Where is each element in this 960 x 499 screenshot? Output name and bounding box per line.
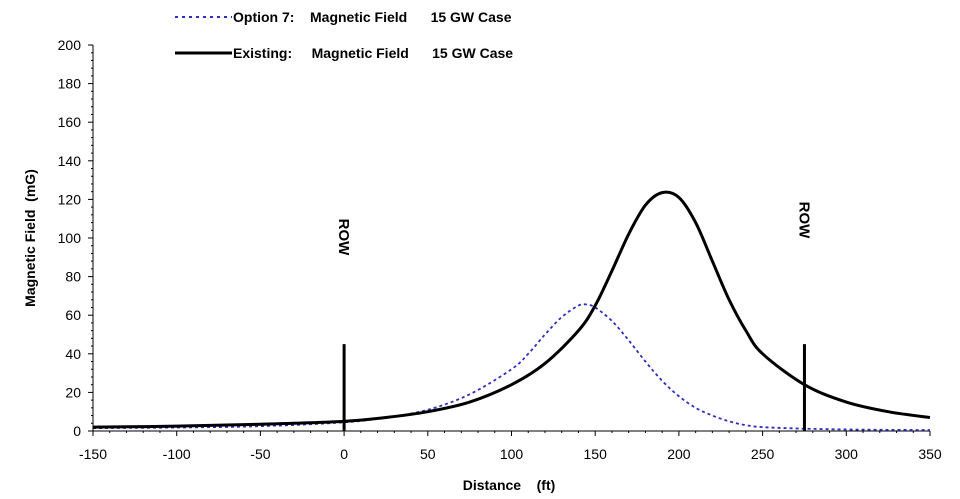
y-tick-label: 40: [65, 346, 81, 362]
x-tick-label: 200: [667, 446, 691, 462]
series-layer: [92, 190, 931, 431]
y-ticks: 0 20 40 60 80 100 120 140 160 180 200: [58, 37, 93, 439]
x-tick-label: 150: [584, 446, 608, 462]
row-annotations: ROW ROW: [335, 202, 812, 431]
y-tick-label: 20: [65, 384, 81, 400]
y-tick-label: 80: [65, 269, 81, 285]
y-tick-label: 100: [58, 230, 82, 246]
y-tick-label: 160: [58, 114, 82, 130]
legend-existing-label: Existing: Magnetic Field 15 GW Case: [233, 45, 513, 61]
legend-option7-label: Option 7: Magnetic Field 15 GW Case: [233, 9, 512, 25]
x-tick-label: 50: [420, 446, 436, 462]
y-tick-label: 180: [58, 76, 82, 92]
x-tick-label: 300: [835, 446, 859, 462]
x-tick-label: -50: [250, 446, 270, 462]
y-axis-title: Magnetic Field (mG): [22, 169, 38, 307]
y-tick-label: 0: [73, 423, 81, 439]
series-line-existing: [92, 190, 931, 429]
x-tick-label: 100: [500, 446, 524, 462]
y-tick-label: 200: [58, 37, 82, 53]
legend: Option 7: Magnetic Field 15 GW Case Exis…: [175, 9, 513, 61]
x-tick-label: -150: [79, 446, 107, 462]
x-tick-label: -100: [163, 446, 191, 462]
row-label: ROW: [335, 219, 352, 257]
y-tick-label: 140: [58, 153, 82, 169]
x-tick-label: 0: [340, 446, 348, 462]
series-line-option7: [92, 303, 931, 431]
y-tick-label: 120: [58, 191, 82, 207]
x-tick-label: 350: [918, 446, 942, 462]
x-tick-label: 250: [751, 446, 775, 462]
y-tick-label: 60: [65, 307, 81, 323]
row-label: ROW: [795, 202, 812, 240]
x-axis-title: Distance (ft): [463, 477, 556, 493]
x-ticks: -150 -100 -50 0 50 100 150 200 250 300 350: [79, 431, 942, 462]
